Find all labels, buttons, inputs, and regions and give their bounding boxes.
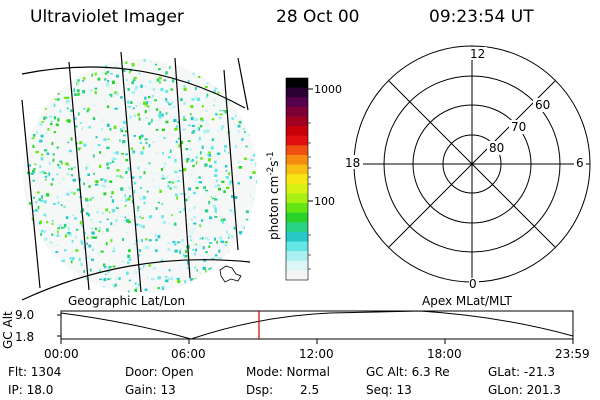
colorbar-segment	[286, 222, 308, 233]
status-gc-altitude: GC Alt: 6.3 Re	[366, 365, 450, 379]
mlat-label-70: 70	[511, 120, 526, 134]
colorbar-minor-ticks	[308, 122, 311, 270]
aurora-emission-speckles	[27, 59, 257, 293]
colorbar-segment	[286, 241, 308, 252]
time-axis-ticks	[57, 314, 574, 344]
apex-polar-grid	[353, 45, 591, 283]
colorbar-segment	[286, 116, 308, 127]
colorbar-segment	[286, 193, 308, 204]
timeline-xtick-0000: 00:00	[44, 347, 79, 361]
status-mode: Mode: Normal	[246, 365, 330, 379]
colorbar-segment	[286, 78, 308, 89]
colorbar-segment	[286, 126, 308, 137]
colorbar-segment	[286, 212, 308, 223]
colorbar-segment	[286, 270, 308, 281]
timeline-xtick-1800: 18:00	[427, 347, 462, 361]
colorbar-label-1000: 1000	[314, 83, 342, 96]
status-sequence: Seq: 13	[366, 383, 412, 397]
colorbar-segment	[286, 231, 308, 243]
timeline-ytick-1-8: 1.8	[15, 330, 35, 344]
apex-labels: 12 0 18 6 60 70 80	[343, 47, 586, 291]
observation-date: 28 Oct 00	[276, 7, 360, 27]
colorbar-unit-label: photon cm-2s-1	[266, 151, 281, 240]
geographic-panel-label: Geographic Lat/Lon	[68, 294, 186, 308]
colorbar-segment	[286, 154, 308, 166]
timeline-ylabel: GC Alt	[1, 311, 15, 349]
colorbar-segment	[286, 106, 308, 118]
status-gain: Gain: 13	[125, 383, 176, 397]
status-ip: IP: 18.0	[8, 383, 54, 397]
colorbar-segment	[286, 97, 308, 108]
land-outline	[219, 265, 242, 283]
status-flight: Flt: 1304	[8, 365, 62, 379]
apex-panel-label: Apex MLat/MLT	[422, 294, 512, 308]
colorbar: 1000 100 photon cm-2s-1	[266, 77, 342, 281]
status-door: Door: Open	[125, 365, 194, 379]
status-dsp-value: 2.5	[300, 383, 320, 397]
colorbar-segment	[286, 135, 308, 146]
mlt-label-18: 18	[345, 156, 360, 170]
colorbar-segment	[286, 183, 308, 195]
colorbar-segment	[286, 164, 308, 175]
colorbar-segment	[286, 145, 308, 156]
mlt-label-12: 12	[470, 47, 485, 61]
geographic-grid-lines	[21, 51, 251, 301]
timeline-xtick-0600: 06:00	[171, 347, 206, 361]
observation-time: 09:23:54 UT	[429, 7, 534, 27]
status-glat: GLat: -21.3	[488, 365, 555, 379]
colorbar-segment	[286, 87, 308, 98]
orbit-altitude-plot	[57, 310, 574, 344]
colorbar-segment	[286, 260, 308, 271]
geographic-image-panel	[21, 51, 257, 301]
colorbar-segment	[286, 174, 308, 185]
colorbar-segment	[286, 203, 308, 214]
timeline-ytick-9: 9.0	[15, 308, 35, 322]
mlt-label-6: 6	[576, 156, 584, 170]
status-glon: GLon: 201.3	[488, 383, 561, 397]
mlat-label-80: 80	[489, 141, 504, 155]
mlt-label-0: 0	[469, 277, 477, 291]
status-dsp-label: Dsp:	[246, 383, 274, 397]
colorbar-segment	[286, 251, 308, 262]
mlat-label-60: 60	[535, 98, 550, 112]
timeline-xtick-1200: 12:00	[299, 347, 334, 361]
altitude-curve	[60, 310, 574, 340]
instrument-title: Ultraviolet Imager	[30, 7, 184, 27]
colorbar-label-100: 100	[314, 195, 335, 208]
timeline-xtick-2359: 23:59	[555, 347, 590, 361]
